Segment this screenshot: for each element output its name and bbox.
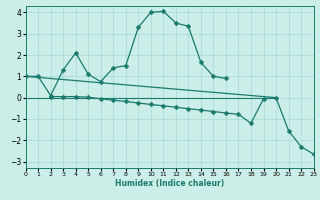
X-axis label: Humidex (Indice chaleur): Humidex (Indice chaleur): [115, 179, 224, 188]
